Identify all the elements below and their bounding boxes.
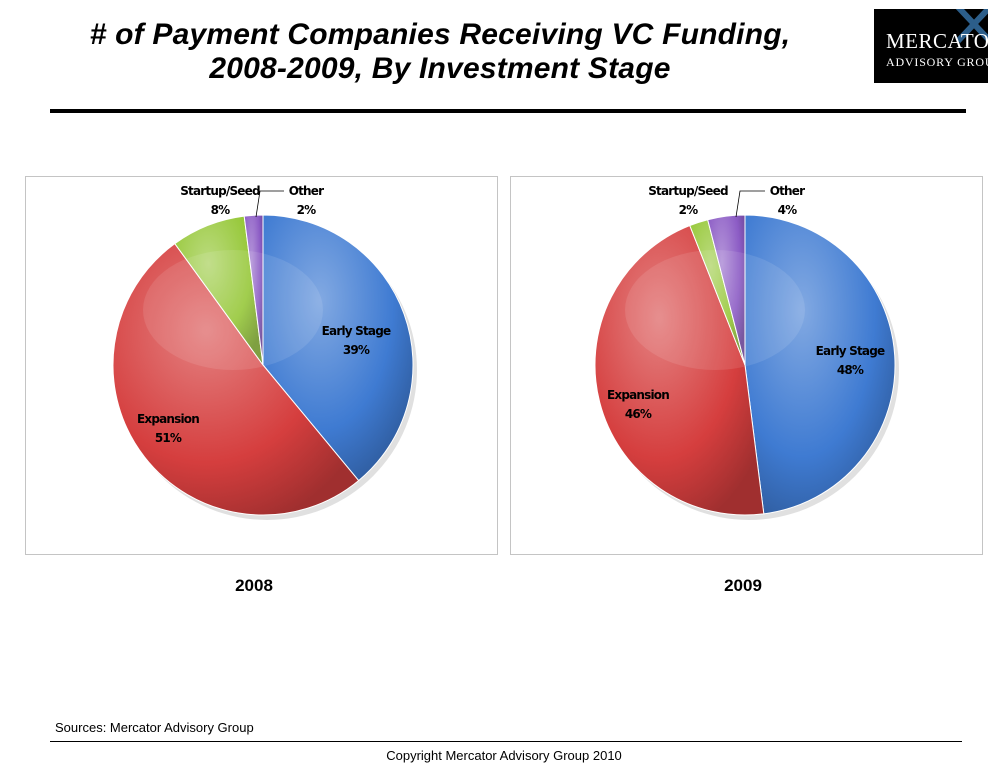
sources-note: Sources: Mercator Advisory Group (55, 720, 254, 735)
pie-slice-early-stage (262, 214, 414, 482)
pie-slice-expansion (594, 224, 765, 516)
slice-value-startup-seed: 8% (211, 203, 231, 217)
slice-label-expansion: Expansion (607, 388, 669, 402)
slice-label-other: Other (770, 184, 805, 198)
logo-x-mark-icon (955, 9, 988, 44)
pie-slice-early-stage (744, 214, 896, 515)
logo-wordmark: MERCATOR (886, 29, 988, 53)
logo-tagline: ADVISORY GROUP (886, 55, 988, 69)
slice-value-early-stage: 48% (837, 363, 864, 377)
leader-line-other (255, 190, 284, 218)
page-title-line-1: # of Payment Companies Receiving VC Fund… (89, 18, 791, 51)
pie-highlight (625, 250, 805, 370)
pie-chart-2009-frame: Early Stage 48% Expansion 46% Startup/Seed 2%… (510, 176, 983, 555)
page-title: # of Payment Companies Receiving VC Fund… (40, 18, 840, 86)
slice-label-early-stage: Early Stage (816, 344, 885, 358)
pie-slice-other (243, 214, 264, 366)
slice-value-early-stage: 39% (343, 343, 370, 357)
chart-2008-year-label: 2008 (235, 576, 273, 595)
slice-value-expansion: 51% (155, 431, 182, 445)
slice-value-other: 4% (778, 203, 798, 217)
pie-chart-2008-frame: Early Stage 39% Expansion 51% Startup/Seed 8%… (25, 176, 498, 555)
pie-chart-2009: Early Stage 48% Expansion 46% Startup/Seed 2%… (594, 184, 899, 520)
pie-highlight (143, 250, 323, 370)
leader-line-other (735, 190, 765, 218)
mercator-logo: MERCATOR ADVISORY GROUP (874, 9, 988, 83)
slice-value-other: 2% (297, 203, 317, 217)
page-title-line-2: 2008-2009, By Investment Stage (209, 52, 671, 85)
slice-label-startup-seed: Startup/Seed (648, 184, 728, 198)
slice-label-other: Other (289, 184, 324, 198)
slice-label-early-stage: Early Stage (322, 324, 391, 338)
chart-2009-year-label: 2009 (724, 576, 762, 595)
copyright-notice: Copyright Mercator Advisory Group 2010 (386, 748, 622, 763)
slice-value-expansion: 46% (625, 407, 652, 421)
pie-slice-expansion (112, 242, 360, 516)
footer-divider (50, 741, 962, 742)
pie-chart-2008: Early Stage 39% Expansion 51% Startup/Seed 8%… (112, 184, 417, 520)
title-divider (50, 109, 966, 113)
slice-value-startup-seed: 2% (679, 203, 699, 217)
slice-label-expansion: Expansion (137, 412, 199, 426)
pie-slice-other (707, 214, 746, 366)
slice-label-startup-seed: Startup/Seed (180, 184, 260, 198)
